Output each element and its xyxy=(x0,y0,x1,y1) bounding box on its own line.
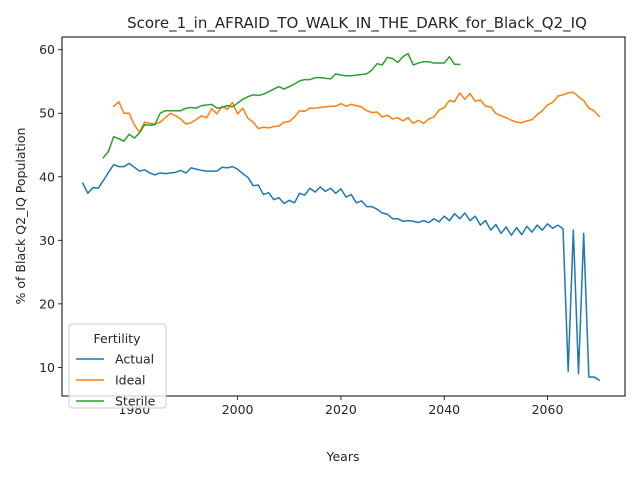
x-tick-label: 2060 xyxy=(532,402,564,417)
y-tick-label: 30 xyxy=(39,233,55,248)
legend-label: Actual xyxy=(115,352,154,367)
y-tick-label: 40 xyxy=(39,169,55,184)
x-tick-label: 2000 xyxy=(222,402,254,417)
legend-title: Fertility xyxy=(94,331,142,346)
y-tick-label: 10 xyxy=(39,360,55,375)
legend-label: Ideal xyxy=(115,373,145,388)
chart-title: Score_1_in_AFRAID_TO_WALK_IN_THE_DARK_fo… xyxy=(127,14,587,33)
y-axis-label: % of Black Q2_IQ Population xyxy=(13,128,28,305)
legend: Fertility Actual Ideal Sterile xyxy=(69,324,166,409)
y-tick-label: 60 xyxy=(39,42,55,57)
x-tick-label: 2040 xyxy=(428,402,460,417)
x-tick-label: 2020 xyxy=(325,402,357,417)
x-axis-label: Years xyxy=(326,449,360,464)
y-tick-label: 20 xyxy=(39,296,55,311)
y-tick-label: 50 xyxy=(39,106,55,121)
legend-label: Sterile xyxy=(115,394,156,409)
